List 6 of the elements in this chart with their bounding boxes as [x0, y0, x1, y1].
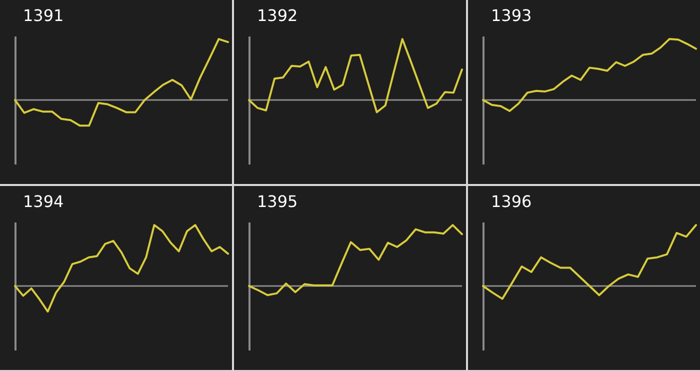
chart-title: 1394	[23, 192, 64, 211]
chart-title: 1393	[491, 6, 532, 25]
chart-title: 1396	[491, 192, 532, 211]
chart-title: 1395	[257, 192, 298, 211]
chart-title: 1392	[257, 6, 298, 25]
chart-title: 1391	[23, 6, 64, 25]
